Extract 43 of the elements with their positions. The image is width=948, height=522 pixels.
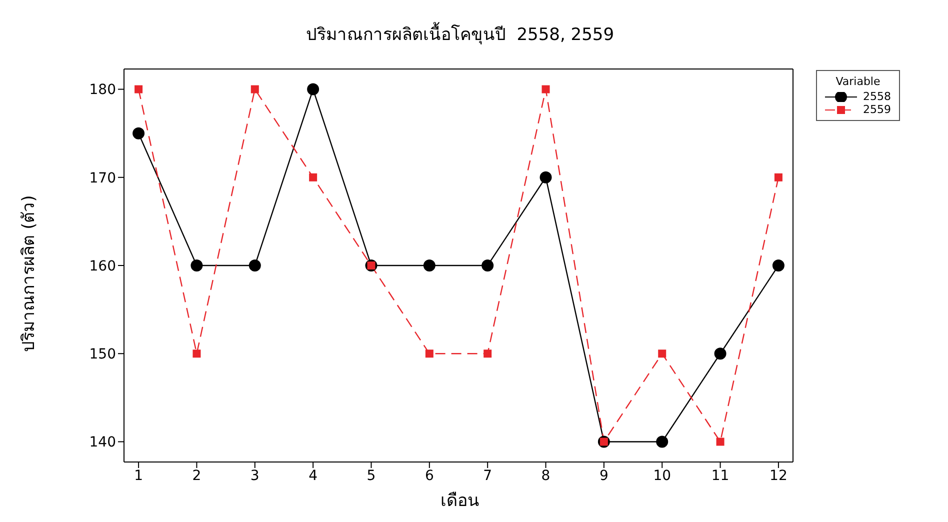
point [482,260,494,272]
chart-title: ปริมาณการผลิตเนื้อโคขุนปี 2558, 2559 [304,21,616,47]
point [774,173,782,182]
legend-label: 2558 [863,90,891,103]
legend-label: 2559 [863,103,891,116]
point [190,260,203,272]
x-tick-label: 12 [770,468,788,484]
point [484,350,492,358]
point [425,350,434,358]
x-tick-label: 11 [711,468,730,484]
point [134,85,143,94]
point [714,348,726,360]
point [658,350,666,358]
x-axis-title: เดือน [440,490,480,513]
x-tick-label: 7 [483,468,492,484]
legend-title: Variable [834,75,882,88]
x-tick-label: 4 [308,468,318,484]
point [656,436,668,448]
point [250,85,259,94]
point [772,260,784,272]
point [132,127,145,140]
x-tick-label: 6 [424,468,434,484]
y-tick-label: 180 [89,82,116,98]
point [307,83,320,96]
x-tick-label: 1 [134,468,144,484]
point [248,260,261,272]
y-axis-title: ปริมาณการผลิต (ตัว) [18,194,40,352]
point [540,171,552,184]
point [309,173,318,182]
x-tick-label: 9 [599,468,608,484]
point [716,438,724,446]
x-tick-label: 5 [366,468,376,484]
x-tick-label: 2 [192,468,202,484]
x-tick-label: 3 [250,468,260,484]
y-tick-label: 160 [89,258,116,274]
y-tick-label: 170 [89,170,116,186]
point [192,350,201,358]
x-tick-label: 8 [541,468,550,484]
point [542,85,550,94]
y-tick-label: 140 [89,434,116,451]
y-tick-label: 150 [89,346,116,363]
x-tick-label: 10 [653,468,672,484]
point [423,260,436,272]
